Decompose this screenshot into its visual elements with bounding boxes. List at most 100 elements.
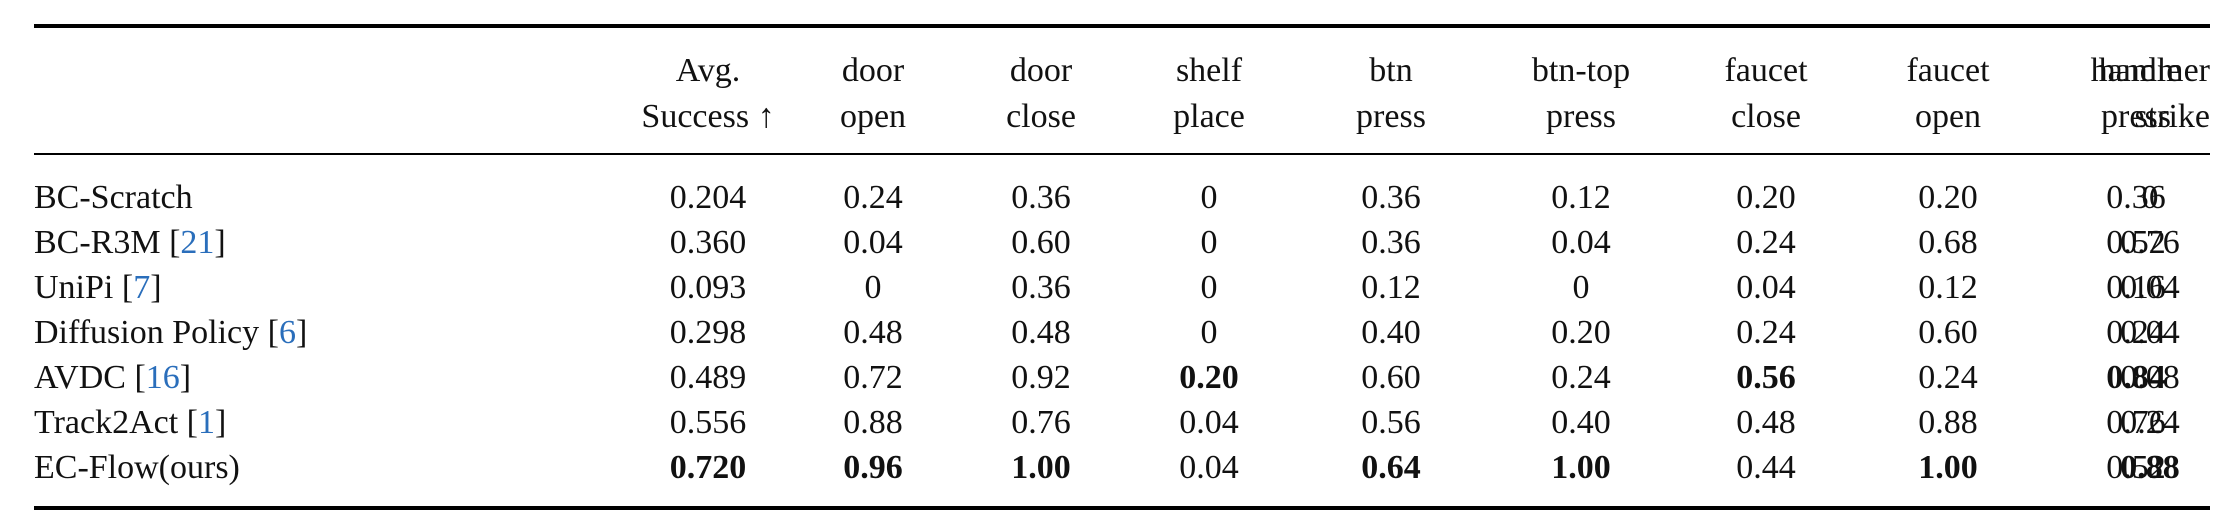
row-label: AVDC [16] — [34, 358, 191, 398]
label-text: Diffusion Policy [ — [34, 314, 279, 351]
label-text: ] — [214, 224, 226, 261]
cell: 0.96 — [843, 449, 903, 486]
citation: 6 — [278, 314, 296, 351]
cell: 0.20 — [1179, 359, 1239, 396]
cell: 0.36 — [1361, 179, 1421, 216]
header-cell: place — [1173, 98, 1245, 135]
cell: 0.04 — [2120, 314, 2180, 351]
cell: 0.20 — [1551, 314, 1611, 351]
cell: 0.360 — [669, 224, 747, 261]
label-text: UniPi [ — [34, 269, 134, 306]
label-text: BC-Scratch — [34, 179, 193, 216]
row-label: BC-R3M [21] — [34, 223, 226, 263]
cell: 0.60 — [1918, 314, 1978, 351]
cell: 0.36 — [2106, 179, 2166, 216]
bottom-rule — [34, 506, 2210, 510]
header-cell: open — [1914, 98, 1982, 135]
cell: 0.24 — [2106, 314, 2166, 351]
cell: 0.556 — [669, 404, 747, 441]
header-cell: btn — [1369, 52, 1413, 89]
cell: 0.36 — [1011, 269, 1071, 306]
cell: 0.24 — [2120, 404, 2180, 441]
header-cell: door — [1009, 52, 1073, 89]
header-cell: press — [1356, 98, 1426, 135]
cell: 0 — [2141, 179, 2159, 216]
citation: 1 — [198, 404, 215, 441]
cell: 1.00 — [1918, 449, 1978, 486]
cell: 0.24 — [1551, 359, 1611, 396]
cell: 0.16 — [2106, 269, 2166, 306]
citation: 16 — [145, 359, 180, 396]
cell: 0.88 — [843, 404, 903, 441]
cell: 0.76 — [2120, 224, 2180, 261]
row-label: UniPi [7] — [34, 268, 162, 308]
header-cell: strike — [2134, 98, 2210, 135]
mid-rule — [34, 153, 2210, 155]
citation: 21 — [180, 224, 215, 261]
cell: 0 — [1200, 269, 1218, 306]
cell: 1.00 — [1551, 449, 1611, 486]
cell: 0.04 — [1551, 224, 1611, 261]
header-cell: faucet — [1906, 52, 1990, 89]
cell: 0.12 — [1918, 269, 1978, 306]
cell: 0.24 — [843, 179, 903, 216]
cell: 0.720 — [669, 449, 747, 486]
row-label: EC-Flow(ours) — [34, 448, 240, 488]
cell: 1.00 — [1011, 449, 1071, 486]
cell: 0.56 — [1736, 359, 1796, 396]
cell: 0.08 — [2120, 359, 2180, 396]
cell: 0.76 — [1011, 404, 1071, 441]
cell: 0.489 — [669, 359, 747, 396]
header-cell: press — [2101, 98, 2171, 135]
header-cell: shelf — [1175, 52, 1243, 89]
cell: 0.12 — [1551, 179, 1611, 216]
cell: 0.72 — [843, 359, 903, 396]
cell: 0.04 — [843, 224, 903, 261]
cell: 0.88 — [1918, 404, 1978, 441]
cell: 0.92 — [1011, 359, 1071, 396]
cell: 0.36 — [1361, 224, 1421, 261]
header-cell: hammer — [2098, 52, 2210, 89]
label-text: AVDC [ — [34, 359, 146, 396]
cell: 0.52 — [2106, 449, 2166, 486]
cell: 0.52 — [2106, 224, 2166, 261]
cell: 0.48 — [1011, 314, 1071, 351]
cell: 0.20 — [1918, 179, 1978, 216]
cell: 0.76 — [2106, 404, 2166, 441]
label-text: EC-Flow(ours) — [34, 449, 240, 486]
cell: 0.84 — [2106, 359, 2166, 396]
header-cell: door — [841, 52, 905, 89]
header-cell: close — [1731, 98, 1801, 135]
cell: 0.64 — [1361, 449, 1421, 486]
cell: 0.44 — [1736, 449, 1796, 486]
cell: 0.88 — [2120, 449, 2180, 486]
cell: 0.24 — [1736, 224, 1796, 261]
cell: 0.40 — [1361, 314, 1421, 351]
cell: 0.093 — [669, 269, 747, 306]
cell: 0.36 — [1011, 179, 1071, 216]
cell: 0.04 — [1179, 404, 1239, 441]
label-text: BC-R3M [ — [34, 224, 181, 261]
cell: 0.24 — [1918, 359, 1978, 396]
header-cell: open — [839, 98, 907, 135]
cell: 0.204 — [669, 179, 747, 216]
cell: 0.56 — [1361, 404, 1421, 441]
cell: 0.04 — [1179, 449, 1239, 486]
top-rule — [34, 24, 2210, 28]
cell: 0.60 — [1361, 359, 1421, 396]
cell: 0 — [1572, 269, 1590, 306]
cell: 0.48 — [1736, 404, 1796, 441]
header-cell: btn-top — [1531, 52, 1631, 89]
cell: 0.68 — [1918, 224, 1978, 261]
cell: 0.24 — [1736, 314, 1796, 351]
header-cell: close — [1006, 98, 1076, 135]
label-text: ] — [150, 269, 162, 306]
header-cell: press — [1546, 98, 1616, 135]
cell: 0.20 — [1736, 179, 1796, 216]
cell: 0 — [1200, 179, 1218, 216]
cell: 0.12 — [1361, 269, 1421, 306]
cell: 0.48 — [843, 314, 903, 351]
cell: 0.40 — [1551, 404, 1611, 441]
cell: 0.60 — [1011, 224, 1071, 261]
